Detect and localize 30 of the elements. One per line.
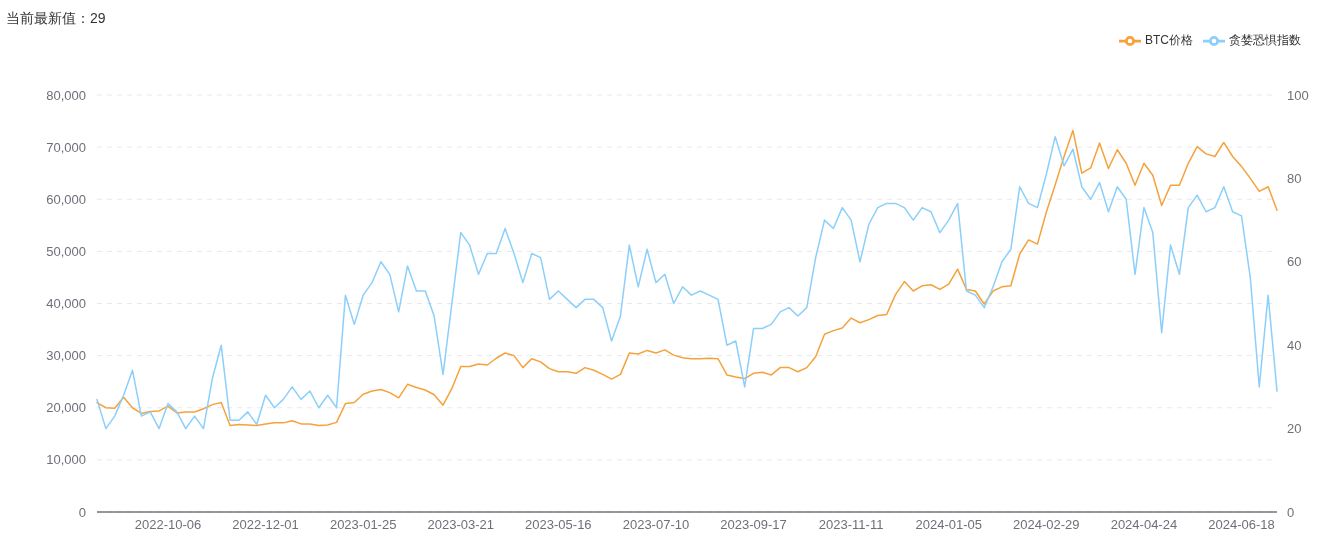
x-tick-label: 2024-01-05 (915, 517, 982, 533)
y2-tick-label: 100 (1287, 87, 1309, 103)
y2-tick-label: 80 (1287, 171, 1302, 187)
y-tick-label: 40,000 (46, 296, 86, 312)
y-tick-label: 0 (78, 504, 86, 520)
chart-title: 当前最新值：29 (6, 9, 106, 28)
y-tick-label: 10,000 (46, 452, 86, 468)
y2-tick-label: 20 (1287, 421, 1302, 437)
x-tick-label: 2023-01-25 (329, 517, 397, 533)
x-tick-label: 2023-03-21 (427, 517, 495, 533)
y2-tick-label: 60 (1287, 254, 1302, 270)
x-tick-label: 2022-12-01 (232, 517, 299, 533)
x-tick-label: 2023-05-16 (525, 517, 592, 533)
x-tick-label: 2023-09-17 (720, 517, 787, 533)
y-tick-label: 80,000 (46, 87, 86, 103)
y2-tick-label: 40 (1287, 337, 1302, 353)
x-tick-label: 2023-11-11 (818, 517, 884, 533)
y-tick-label: 30,000 (46, 348, 86, 364)
y2-tick-label: 0 (1287, 504, 1295, 520)
y-tick-label: 60,000 (46, 191, 86, 207)
x-tick-label: 2024-04-24 (1110, 517, 1178, 533)
x-tick-label: 2023-07-10 (622, 517, 690, 533)
y-tick-label: 20,000 (46, 400, 86, 416)
x-tick-label: 2024-06-18 (1208, 517, 1275, 533)
x-tick-label: 2022-10-06 (134, 517, 202, 533)
legend-label: 贪婪恐惧指数 (1229, 33, 1301, 48)
y-tick-label: 50,000 (46, 243, 86, 259)
legend-label: BTC价格 (1145, 33, 1193, 48)
x-tick-label: 2024-02-29 (1013, 517, 1080, 533)
y-tick-label: 70,000 (46, 139, 86, 155)
